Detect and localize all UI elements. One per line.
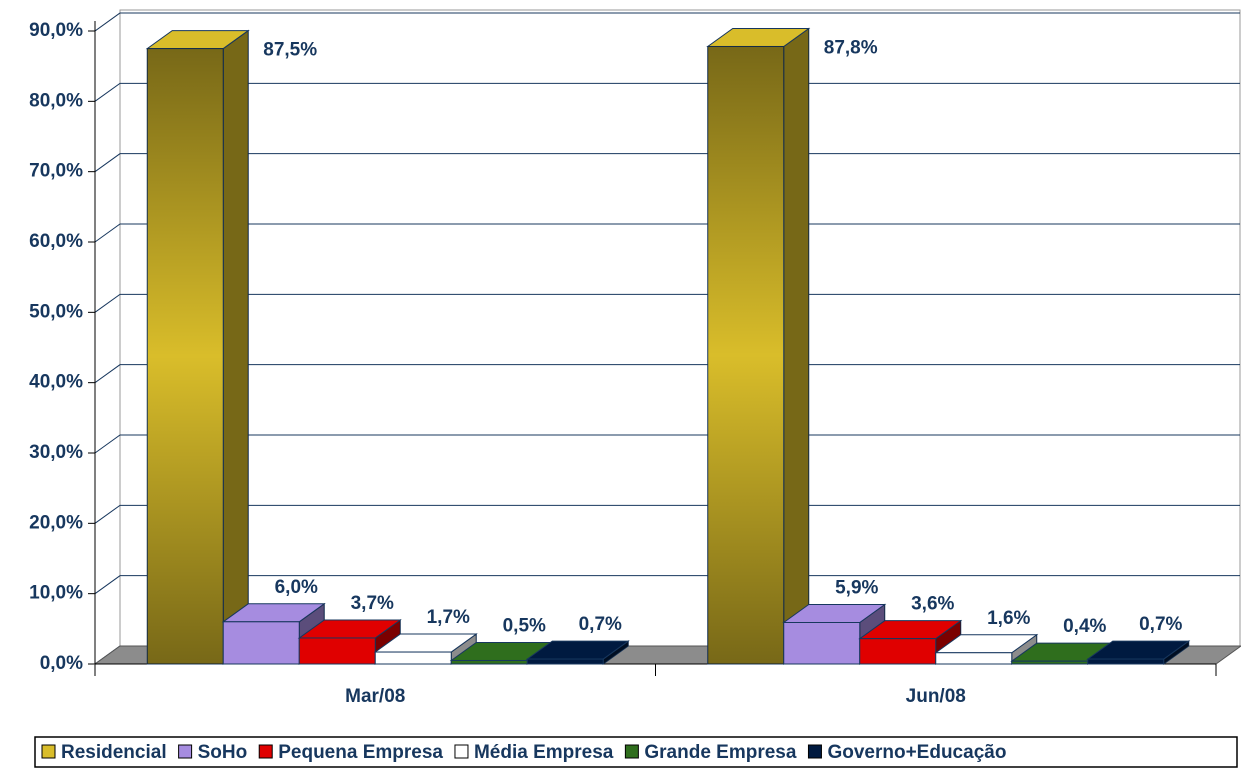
legend-label: Pequena Empresa	[278, 742, 443, 763]
y-tick-label: 20,0%	[29, 512, 83, 533]
grid-line	[94, 434, 1240, 454]
legend-swatch	[624, 744, 639, 759]
y-tick-label: 10,0%	[29, 583, 83, 604]
bar-shade	[707, 46, 784, 665]
y-tick-label: 80,0%	[29, 90, 83, 111]
data-label: 3,7%	[351, 593, 394, 614]
y-tick-label: 30,0%	[29, 442, 83, 463]
legend-label: Governo+Educação	[827, 742, 1006, 763]
bar-side-shade	[783, 28, 809, 665]
bar	[783, 622, 861, 665]
grid-line	[94, 575, 1240, 595]
back-wall	[119, 9, 1241, 647]
grid-line	[94, 293, 1240, 313]
grid-line	[94, 364, 1240, 384]
grid-line	[94, 12, 1240, 32]
bar-group	[1086, 640, 1191, 665]
legend-label: SoHo	[198, 742, 248, 763]
bar-group	[145, 29, 250, 665]
legend-label: Grande Empresa	[644, 742, 796, 763]
bar-side-shade	[603, 641, 629, 664]
legend-label: Média Empresa	[474, 742, 614, 763]
bar	[1087, 658, 1165, 665]
side-wall	[94, 12, 121, 665]
bar-group	[525, 640, 630, 665]
bar-side-shade	[1163, 641, 1189, 664]
grid-line	[94, 153, 1240, 173]
data-label: 5,9%	[835, 578, 878, 599]
data-label: 0,4%	[1063, 616, 1106, 637]
y-tick-label: 50,0%	[29, 301, 83, 322]
bar-group	[706, 27, 811, 665]
data-label: 1,7%	[427, 607, 470, 628]
legend-swatch	[41, 744, 56, 759]
legend-swatch	[454, 744, 469, 759]
data-label: 87,8%	[824, 37, 878, 58]
data-label: 0,7%	[579, 614, 622, 635]
bar	[1011, 660, 1089, 665]
legend-swatch	[258, 744, 273, 759]
data-label: 3,6%	[911, 594, 954, 615]
bar	[222, 621, 300, 665]
legend-label: Residencial	[61, 742, 167, 763]
bar	[374, 651, 452, 665]
data-label: 0,5%	[503, 615, 546, 636]
bar	[935, 652, 1013, 665]
y-tick-label: 0,0%	[40, 653, 83, 674]
data-label: 87,5%	[263, 40, 317, 61]
y-tick-label: 60,0%	[29, 231, 83, 252]
grid-line	[94, 504, 1240, 524]
legend-swatch	[178, 744, 193, 759]
bar	[450, 659, 528, 665]
grid-line	[94, 223, 1240, 243]
bar	[859, 638, 937, 665]
grid-line	[94, 82, 1240, 102]
y-tick-label: 90,0%	[29, 20, 83, 41]
data-label: 6,0%	[275, 577, 318, 598]
bar-shade	[147, 48, 224, 665]
x-tick-label: Jun/08	[906, 686, 966, 707]
data-label: 1,6%	[987, 608, 1030, 629]
x-tick-label: Mar/08	[345, 686, 405, 707]
y-tick-label: 70,0%	[29, 161, 83, 182]
bar	[298, 637, 376, 665]
y-tick-label: 40,0%	[29, 372, 83, 393]
bar	[526, 658, 604, 665]
data-label: 0,7%	[1139, 614, 1182, 635]
bar-side-shade	[223, 30, 249, 665]
legend-swatch	[807, 744, 822, 759]
